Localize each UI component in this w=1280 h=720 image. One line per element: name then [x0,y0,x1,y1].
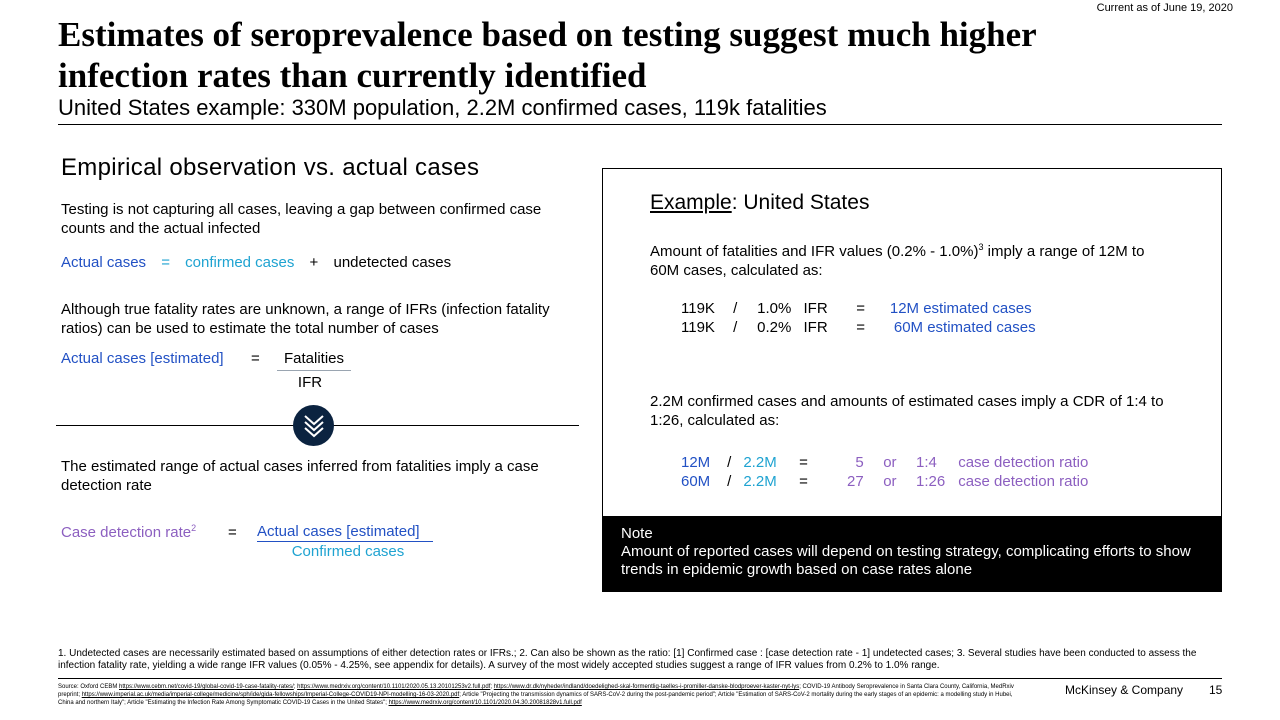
cdr1-label: case detection ratio [958,454,1089,471]
example-box [602,168,1222,517]
source-link-5[interactable]: https://www.medrxiv.org/content/10.1101/… [388,700,582,706]
calc1-eq: = [856,300,866,317]
eq1-confirmed: confirmed cases [185,254,295,271]
example-heading-underlined: Example [650,191,732,214]
footnotes: 1. Undetected cases are necessarily esti… [58,648,1197,671]
left-para-1: Testing is not capturing all cases, leav… [61,201,542,237]
cdr1-ratio: 1:4 [916,454,937,471]
header-rule [58,124,1222,125]
note-title: Note [621,525,653,542]
eq1-equals: = [161,254,170,271]
footer-rule [58,678,1222,679]
divider-badge [293,405,334,446]
eq2-denominator: IFR [297,374,323,391]
eq3-lhs-text: Case detection rate [61,524,192,541]
current-as-of: Current as of June 19, 2020 [1096,2,1233,14]
source-mid-2: ; Article "Projecting the transmission d… [58,692,1013,706]
calc1-a: 119K [681,300,715,317]
right-para-1: Amount of fatalities and IFR values (0.2… [650,238,1170,280]
source-link-3[interactable]: https://www.dr.dk/nyheder/indland/doedel… [493,684,800,690]
calc2-result: 60M estimated cases [893,319,1036,336]
equation-actual-cases: Actual cases = confirmed cases + undetec… [61,254,451,271]
eq3-numerator: Actual cases [estimated] [257,523,420,540]
right-para-2: 2.2M confirmed cases and amounts of esti… [650,393,1164,429]
page-title: Estimates of seroprevalence based on tes… [58,14,1238,96]
eq3-fraction-bar [257,541,433,542]
eq3-equals: = [228,524,237,541]
right-para-1-text: Amount of fatalities and IFR values (0.2… [650,243,979,260]
calc1-op: / [733,300,738,317]
calc1-b: 1.0% [757,300,792,317]
cdr1-a: 12M [681,454,711,471]
cdr2-or: or [883,473,897,490]
note-box: Note Amount of reported cases will depen… [602,516,1222,592]
calc2-eq: = [856,319,866,336]
page-title-line-2: infection rates than currently identifie… [58,56,647,95]
source-mid-1: ; COVID-19 Antibody Seroprevalence in Sa… [58,684,1014,698]
company-name: McKinsey & Company [1065,683,1184,697]
eq1-actual: Actual cases [61,254,147,271]
cdr2-b: 2.2M [743,473,777,490]
ifr-calc-row-2: 119K / 0.2% IFR = 60M estimated cases [681,319,1036,336]
calc2-b: 0.2% [757,319,792,336]
cdr2-n: 27 [847,473,864,490]
cdr1-eq: = [799,454,808,471]
cdr2-eq: = [799,473,808,490]
ifr-calc-row-1: 119K / 1.0% IFR = 12M estimated cases [681,300,1032,317]
calc1-result: 12M estimated cases [889,300,1032,317]
calc2-a: 119K [681,319,715,336]
page-number: 15 [1209,683,1223,697]
eq2-numerator: Fatalities [283,350,345,367]
cdr2-op: / [727,473,732,490]
cdr2-a: 60M [681,473,711,490]
source-prefix: Source: Oxford CEBM [58,684,120,690]
cdr1-n: 5 [855,454,864,471]
page-subtitle: United States example: 330M population, … [58,95,827,120]
eq3-lhs: Case detection rate2 [61,523,196,541]
eq3-lhs-sup: 2 [191,523,197,533]
right-para-1-sup: 3 [978,242,984,252]
cdr1-op: / [727,454,732,471]
source-link-2[interactable]: https://www.medrxiv.org/content/10.1101/… [297,684,491,690]
left-heading: Empirical observation vs. actual cases [61,154,480,181]
right-para-1-rest: imply a range of 12M to 60M cases, calcu… [650,243,1145,279]
calc2-c: IFR [803,319,828,336]
left-para-2: Although true fatality rates are unknown… [61,301,550,337]
double-chevron-down-icon [303,414,324,437]
cdr1-or: or [883,454,897,471]
eq3-denominator: Confirmed cases [291,543,405,560]
eq2-fraction-bar [277,370,351,371]
calc1-c: IFR [803,300,828,317]
cdr-calc-row-1: 12M / 2.2M = 5 or 1:4 case detection rat… [681,454,1088,471]
source-sep-1: ; [293,684,298,690]
cdr2-label: case detection ratio [958,473,1089,490]
source-link-4[interactable]: https://www.imperial.ac.uk/media/imperia… [81,692,460,698]
note-text: Amount of reported cases will depend on … [621,543,1191,578]
source-sep-2: ; [490,684,494,690]
example-heading: Example: United States [650,191,869,215]
cdr2-ratio: 1:26 [916,473,946,490]
left-para-3: The estimated range of actual cases infe… [61,458,539,494]
eq1-undetected: undetected cases [333,254,452,271]
eq2-equals: = [251,350,260,367]
eq1-plus: + [309,254,319,271]
eq2-lhs: Actual cases [estimated] [61,350,224,367]
page-title-line-1: Estimates of seroprevalence based on tes… [58,15,1037,54]
calc2-op: / [733,319,738,336]
cdr-calc-row-2: 60M / 2.2M = 27 or 1:26 case detection r… [681,473,1088,490]
example-heading-rest: : United States [731,191,870,214]
source-notes: Source: Oxford CEBM https://www.cebm.net… [58,683,1028,707]
cdr1-b: 2.2M [743,454,777,471]
source-link-1[interactable]: https://www.cebm.net/covid-19/global-cov… [119,684,294,690]
